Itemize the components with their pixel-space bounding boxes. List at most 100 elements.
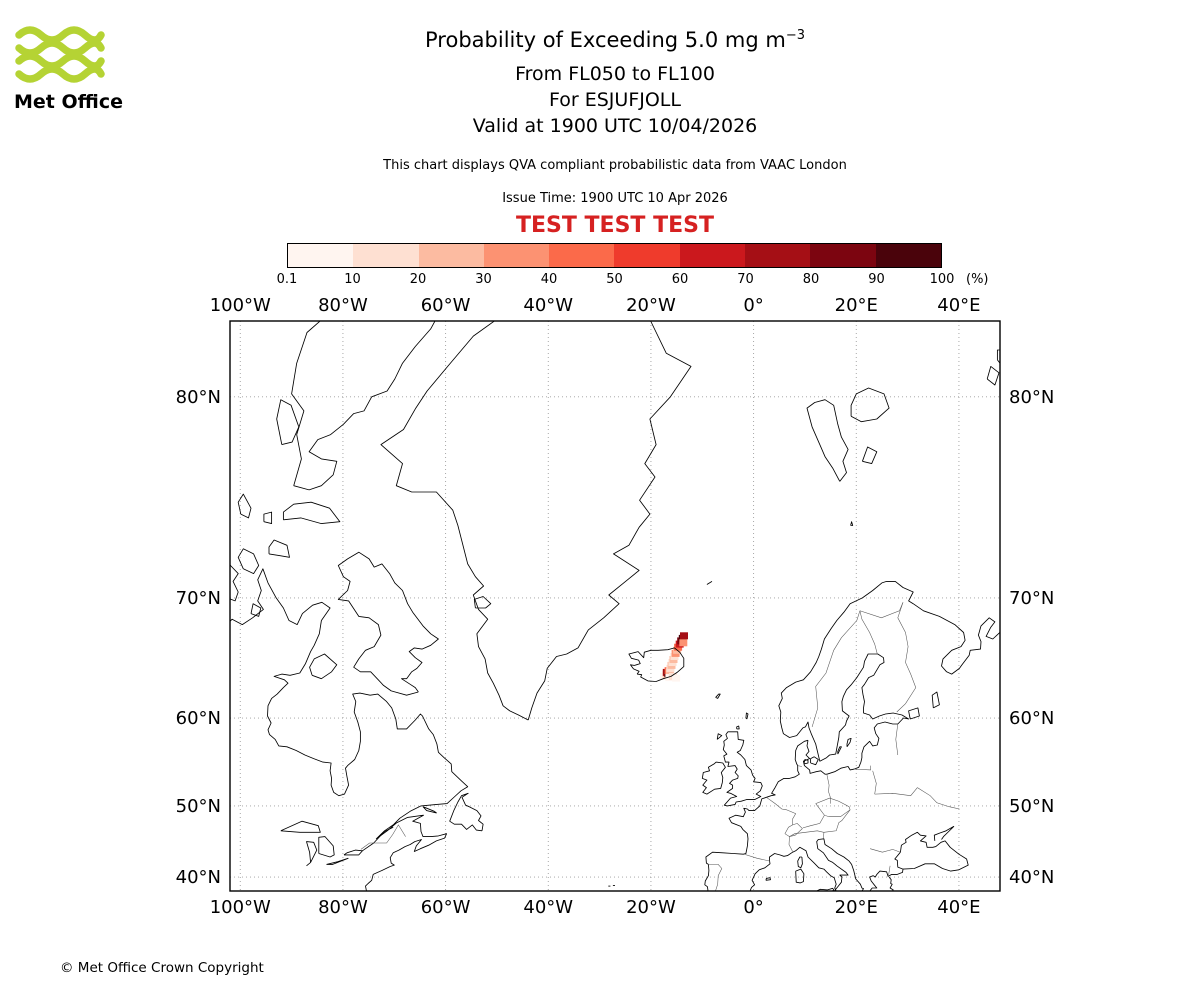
map-frame [229, 320, 1001, 892]
coastline [704, 739, 809, 891]
coastline [810, 756, 819, 766]
subtitle-valid-time: Valid at 1900 UTC 10/04/2026 [472, 115, 758, 137]
colorbar-segment [418, 244, 484, 267]
coastline [337, 551, 439, 696]
colorbar-tick: 40 [540, 272, 558, 287]
coastline [816, 838, 864, 891]
colorbar-unit: (%) [966, 272, 989, 287]
colorbar-segment [483, 244, 550, 267]
border-line [826, 775, 831, 804]
coastline [722, 731, 763, 807]
graticule [230, 321, 1000, 891]
lon-label-top: 60°W [421, 295, 471, 316]
coastline [263, 511, 273, 525]
logo-text: Met Office [14, 91, 123, 113]
coastline [862, 446, 878, 465]
lon-label-top: 20°E [835, 295, 878, 316]
colorbar-tick: 30 [475, 272, 492, 287]
coastline [846, 737, 852, 748]
lon-label-bottom: 100°W [210, 897, 271, 918]
coastline [745, 712, 749, 720]
coastline [715, 693, 721, 699]
issue-time: Issue Time: 1900 UTC 10 Apr 2026 [502, 191, 728, 206]
colorbar-tick: 50 [606, 272, 623, 287]
coastline [716, 733, 723, 740]
subtitle-flight-levels: From FL050 to FL100 [515, 63, 715, 85]
colorbar-tick: 100 [929, 272, 955, 287]
coastline [803, 759, 809, 765]
border-line [707, 864, 723, 891]
border-line [896, 602, 917, 713]
coastline [282, 501, 341, 525]
coastline [291, 321, 436, 491]
lon-label-top: 80°W [318, 295, 368, 316]
lat-label-left: 50°N [176, 796, 221, 817]
test-banner: TEST TEST TEST [516, 213, 714, 238]
border-line [797, 765, 802, 767]
border-line [766, 797, 797, 825]
coastline [449, 792, 484, 832]
coastline [806, 399, 849, 482]
border-line [859, 602, 904, 619]
lon-label-bottom: 80°W [318, 897, 368, 918]
colorbar-segment [679, 244, 746, 267]
subtitle-volcano: For ESJUFJOLL [549, 89, 681, 111]
coastline [237, 493, 252, 519]
coastline [908, 707, 920, 720]
coastline [996, 349, 1000, 364]
country-borders [360, 602, 960, 891]
lat-label-right: 40°N [1009, 867, 1054, 888]
lat-label-right: 80°N [1009, 387, 1054, 408]
ash-cell [672, 674, 681, 682]
colorbar-segment [549, 244, 615, 267]
coastline [933, 825, 955, 841]
border-line [854, 765, 871, 771]
colorbar-ticks: 0.1 10 20 30 40 50 60 70 80 90 100 [277, 272, 987, 288]
colorbar-segment [288, 244, 354, 267]
coastline [706, 581, 713, 585]
coastlines [230, 321, 1000, 891]
copyright: © Met Office Crown Copyright [60, 960, 264, 976]
colorbar-segment [810, 244, 876, 267]
coastline [250, 603, 262, 617]
coastline [362, 826, 394, 852]
coastline [765, 877, 771, 881]
colorbar-segments [288, 244, 941, 267]
lat-label-left: 60°N [176, 708, 221, 729]
lon-label-top: 40°W [523, 295, 573, 316]
border-line [895, 723, 899, 756]
colorbar-tick: 90 [868, 272, 885, 287]
coastline [380, 321, 692, 721]
border-line [744, 853, 771, 862]
coastline [280, 820, 321, 833]
title-text: Probability of Exceeding 5.0 mg m [425, 28, 786, 52]
lat-label-left: 70°N [176, 588, 221, 609]
lon-label-bottom: 20°W [626, 897, 676, 918]
coastline [749, 846, 837, 891]
colorbar-tick: 80 [802, 272, 820, 287]
colorbar-segment [875, 244, 941, 267]
lat-label-left: 40°N [176, 867, 221, 888]
lon-label-bottom: 0° [743, 897, 763, 918]
ash-cell [679, 639, 688, 647]
lon-label-bottom: 40°E [937, 897, 980, 918]
border-line [811, 610, 861, 727]
lat-label-right: 50°N [1009, 796, 1054, 817]
border-line [870, 848, 901, 853]
colorbar-segment [745, 244, 811, 267]
colorbar-tick: 0.1 [276, 272, 298, 287]
coastline [237, 548, 260, 575]
border-line [784, 823, 803, 837]
colorbar-tick: 70 [737, 272, 754, 287]
coastline [268, 539, 290, 558]
border-line [888, 865, 891, 876]
coastline [850, 387, 890, 423]
qva-note: This chart displays QVA compliant probab… [383, 158, 847, 173]
border-line [823, 809, 851, 833]
border-line [360, 824, 406, 850]
coastline [230, 563, 239, 602]
colorbar-segment [614, 244, 680, 267]
lat-label-right: 70°N [1009, 588, 1054, 609]
